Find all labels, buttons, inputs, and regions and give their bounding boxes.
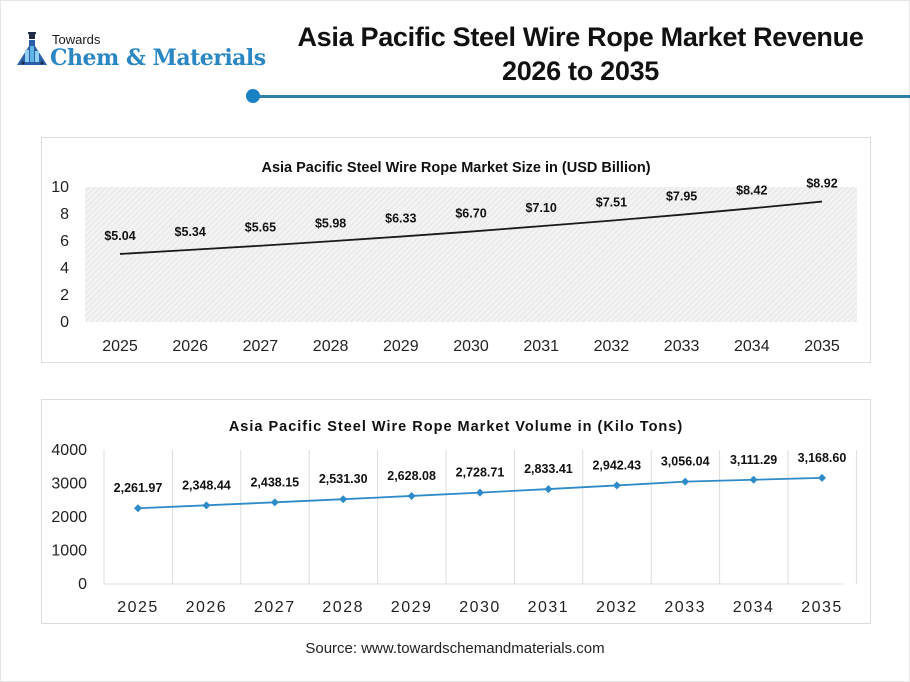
data-point-marker [818,473,826,482]
data-point-marker [681,477,690,486]
data-point-marker [749,475,758,484]
market-size-plot: 0 2 4 6 8 10 2025 2026 2027 2028 2029 2030 2031 2032 2… [51,177,857,355]
title-underline [253,95,910,98]
data-label: $7.95 [666,190,697,204]
data-label: $5.65 [245,221,276,235]
y-tick-label: 1000 [51,543,87,560]
x-tick-label: 2026 [186,599,228,616]
chart-title: Asia Pacific Steel Wire Rope Market Size… [261,160,651,176]
data-label: 2,261.97 [114,481,163,495]
data-label: $6.33 [385,212,416,226]
y-tick-label: 6 [60,233,69,250]
y-tick-label: 0 [60,314,69,331]
y-tick-label: 2 [60,287,69,304]
y-tick-label: 8 [60,206,69,223]
x-tick-label: 2026 [172,338,208,355]
y-tick-label: 3000 [51,476,87,493]
x-tick-label: 2033 [664,338,700,355]
data-point-marker [476,488,484,497]
logo-towards-text: Towards [52,32,101,47]
y-tick-label: 2000 [51,509,87,526]
x-tick-label: 2032 [594,338,630,355]
x-tick-label: 2025 [117,599,159,616]
data-point-marker [339,495,348,504]
market-volume-plot: 0 1000 2000 3000 4000 2025 2026 2027 2028 2029 203… [51,442,857,616]
data-label: $5.98 [315,216,346,230]
data-label: 2,833.41 [524,462,573,476]
data-point-marker [202,501,211,510]
page-title: Asia Pacific Steel Wire Rope Market Reve… [258,20,903,88]
source-caption: Source: www.towardschemandmaterials.com [305,640,605,657]
x-tick-label: 2034 [733,599,775,616]
x-tick-label: 2030 [453,338,489,355]
market-volume-chart: Asia Pacific Steel Wire Rope Market Volu… [41,399,871,624]
plot-area-background [85,187,857,322]
data-point-marker [612,481,621,490]
data-label: $7.51 [596,196,627,210]
x-tick-label: 2028 [322,599,364,616]
x-tick-label: 2033 [664,599,706,616]
data-label: $5.04 [104,229,135,243]
x-tick-label: 2025 [102,338,138,355]
data-label: $8.42 [736,183,767,197]
data-label: $8.92 [806,177,837,191]
data-label: $7.10 [526,201,557,215]
series-line [119,200,823,255]
data-label: 2,728.71 [456,466,505,480]
data-label: 3,111.29 [730,453,777,467]
y-tick-label: 4 [60,260,69,277]
x-tick-label: 2027 [243,338,279,355]
flask-city-icon [17,32,47,65]
x-tick-label: 2034 [734,338,770,355]
market-size-chart: Asia Pacific Steel Wire Rope Market Size… [41,137,871,363]
x-tick-label: 2035 [801,599,843,616]
x-tick-label: 2027 [254,599,296,616]
data-point-marker [544,485,553,494]
title-underline-dot [246,89,260,103]
logo-brand-text: Chem & Materials [50,45,266,71]
y-tick-label: 10 [51,179,69,196]
x-tick-label: 2032 [596,599,638,616]
y-tick-label: 4000 [51,442,87,459]
data-point-marker [134,504,142,513]
x-tick-label: 2031 [528,599,570,616]
data-point-marker [407,491,416,500]
data-label: 3,056.04 [661,455,710,469]
x-tick-label: 2029 [391,599,433,616]
data-point-marker [270,498,279,507]
data-label: 2,348.44 [182,478,231,492]
x-tick-label: 2031 [523,338,559,355]
data-label: 2,438.15 [250,475,299,489]
chart-title: Asia Pacific Steel Wire Rope Market Volu… [228,419,684,435]
data-label: 3,168.60 [798,451,847,465]
y-tick-label: 0 [78,576,87,593]
x-tick-label: 2035 [804,338,840,355]
x-tick-label: 2030 [459,599,501,616]
data-label: $6.70 [455,207,486,221]
data-label: 2,628.08 [387,469,436,483]
x-tick-label: 2028 [313,338,349,355]
title-line-2: 2026 to 2035 [501,56,660,86]
title-line-1: Asia Pacific Steel Wire Rope Market Reve… [297,22,864,52]
data-label: 2,942.43 [592,458,641,472]
data-label: $5.34 [175,225,206,239]
data-label: 2,531.30 [319,472,368,486]
brand-logo: Towards Chem & Materials [16,30,266,75]
x-tick-label: 2029 [383,338,419,355]
